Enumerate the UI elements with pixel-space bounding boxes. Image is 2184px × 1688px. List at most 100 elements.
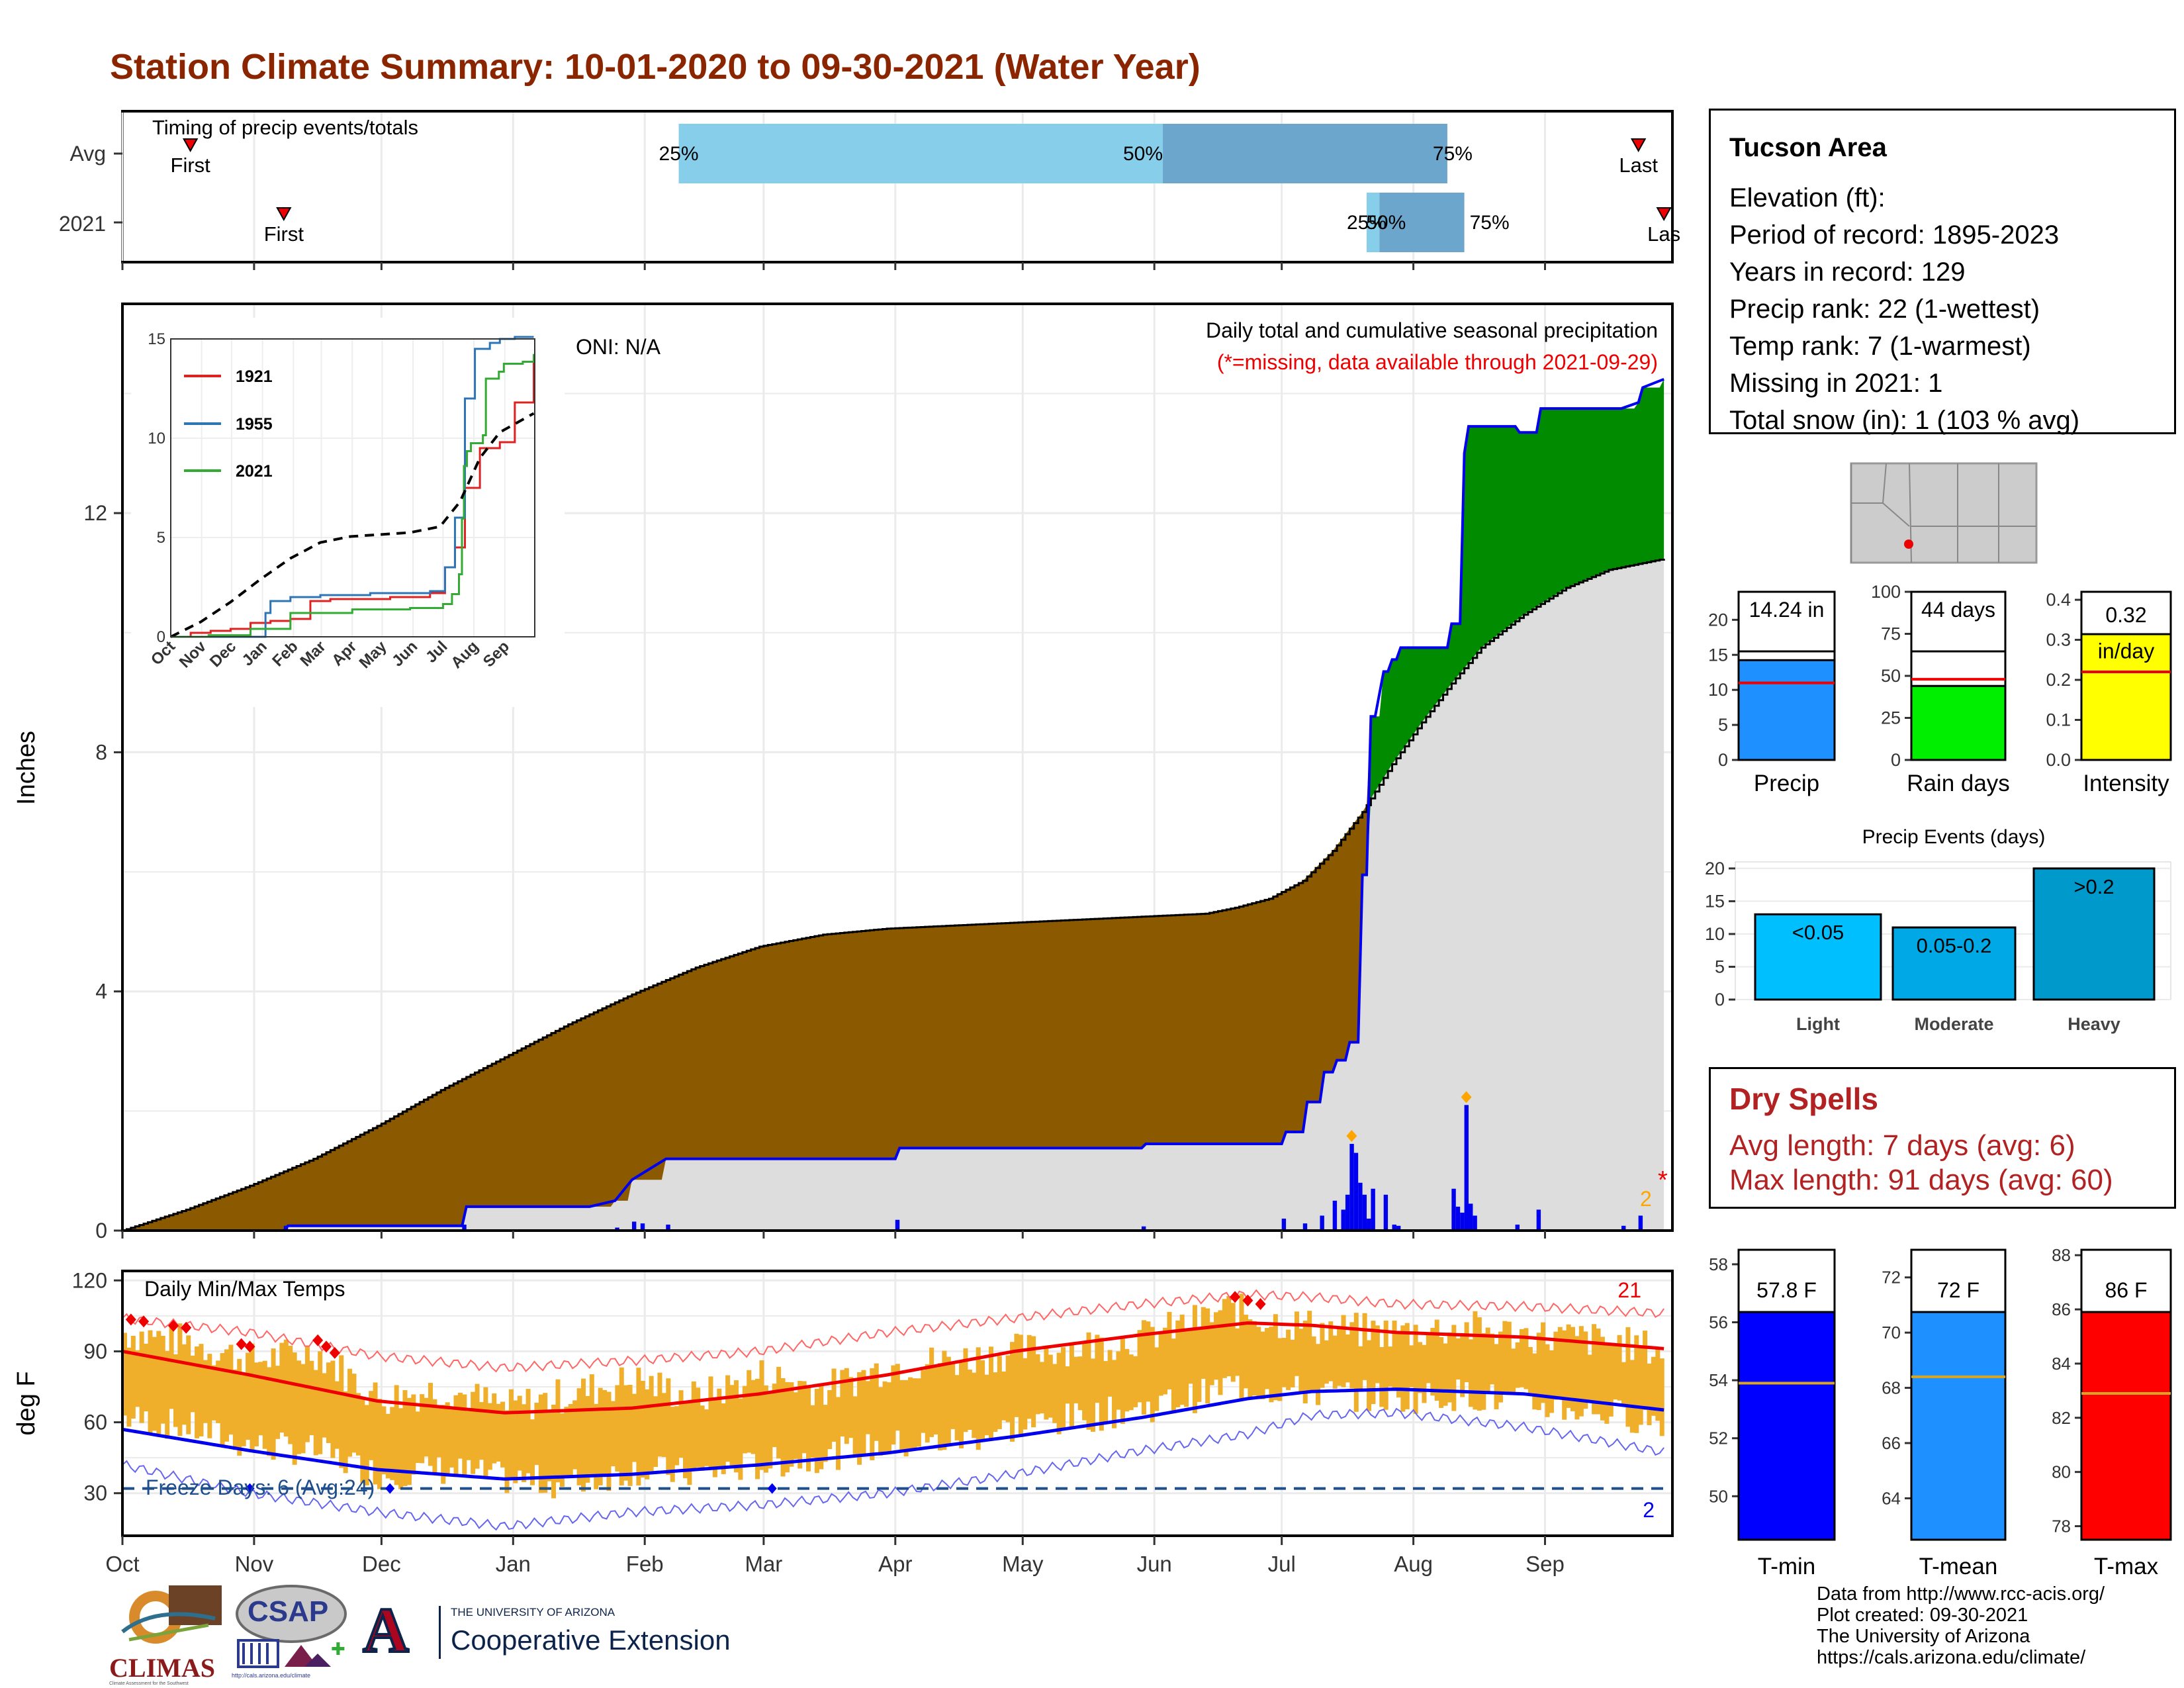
observed-temp-bar	[572, 1400, 578, 1470]
observed-temp-bar	[1367, 1340, 1372, 1411]
observed-temp-bar	[933, 1367, 938, 1435]
observed-temp-bar	[963, 1348, 968, 1432]
observed-temp-bar	[1604, 1344, 1610, 1424]
record-high-marker-icon	[138, 1315, 150, 1328]
observed-temp-bar	[487, 1403, 492, 1470]
events-title: Precip Events (days)	[1862, 826, 2046, 848]
observed-temp-bar	[415, 1411, 420, 1464]
observed-temp-bar	[1218, 1310, 1223, 1395]
observed-temp-bar	[267, 1367, 272, 1456]
observed-temp-bar	[1124, 1348, 1130, 1412]
observed-temp-bar	[1434, 1319, 1439, 1401]
summary-x-label: T-max	[2094, 1554, 2159, 1579]
summary-y-tick-label: 86	[2052, 1299, 2071, 1319]
observed-temp-bar	[1141, 1320, 1146, 1415]
observed-temp-bar	[1001, 1371, 1007, 1421]
ua-small-name: THE UNIVERSITY OF ARIZONA	[451, 1606, 615, 1618]
observed-temp-bar	[1243, 1315, 1248, 1389]
observed-temp-bar	[1290, 1339, 1295, 1387]
map-frame	[1850, 462, 2038, 564]
observed-temp-bar	[1643, 1331, 1648, 1411]
observed-temp-bar	[1014, 1333, 1019, 1417]
summary-y-tick-label: 5	[1718, 715, 1728, 735]
observed-temp-bar	[275, 1366, 281, 1439]
precip-y-axis-title: Inches	[13, 731, 40, 805]
observed-temp-bar	[959, 1362, 964, 1449]
summary-x-label: Precip	[1754, 771, 1819, 796]
daily-precip-bar	[1320, 1215, 1324, 1231]
observed-temp-bar	[1608, 1342, 1614, 1417]
summary-y-tick-label: 25	[1881, 708, 1901, 728]
observed-temp-bar	[1039, 1362, 1044, 1414]
timing-last-label: Last	[1619, 154, 1658, 177]
observed-temp-bar	[1163, 1327, 1168, 1395]
observed-temp-bar	[377, 1399, 383, 1489]
observed-temp-bar	[496, 1403, 501, 1462]
observed-temp-bar	[1269, 1327, 1274, 1403]
observed-temp-bar	[1345, 1334, 1350, 1383]
value-label: 44 days	[1921, 598, 1995, 622]
observed-temp-bar	[449, 1409, 455, 1468]
observed-temp-bar	[534, 1403, 539, 1466]
observed-temp-bar	[1133, 1356, 1138, 1407]
avg-min-line	[122, 1387, 1664, 1481]
observed-temp-bar	[1251, 1321, 1257, 1396]
record-high-marker-icon	[244, 1340, 255, 1353]
observed-temp-bar	[1324, 1340, 1329, 1384]
observed-temp-bar	[466, 1411, 471, 1460]
observed-temp-bar	[1570, 1327, 1576, 1411]
timing-first-marker-icon	[182, 138, 199, 153]
daily-precip-bar	[1473, 1215, 1477, 1231]
summary-y-tick-label: 20	[1708, 610, 1728, 630]
daily-precip-bar	[1302, 1223, 1308, 1231]
observed-temp-bar	[411, 1394, 416, 1475]
summary-x-label: Rain days	[1907, 771, 2010, 796]
observed-temp-bar	[551, 1405, 557, 1499]
observed-temp-bar	[1511, 1348, 1516, 1394]
observed-temp-bar	[1179, 1314, 1185, 1405]
observed-temp-bar	[1473, 1311, 1478, 1410]
temp-panel: 30 60 90 120 Daily Min/Max Temps deg F Free…	[13, 1268, 1674, 1537]
observed-temp-bar	[313, 1370, 318, 1456]
observed-temp-bar	[1184, 1329, 1189, 1407]
observed-temp-bar	[1349, 1322, 1355, 1389]
summary-y-tick-label: 70	[1882, 1323, 1901, 1342]
inset-series-avg	[170, 412, 535, 638]
observed-temp-bar	[1031, 1336, 1036, 1428]
credit-data-source: Data from http://www.rcc-acis.org/	[1817, 1583, 2105, 1605]
observed-temp-bar	[1422, 1344, 1427, 1403]
value-unit-label: in/day	[2098, 639, 2154, 663]
observed-temp-bar	[173, 1354, 179, 1427]
observed-temp-bar	[1214, 1312, 1219, 1380]
temp-y-tick-label: 120	[72, 1268, 107, 1292]
observed-temp-bar	[1625, 1327, 1631, 1427]
observed-temp-bar	[1659, 1358, 1664, 1436]
observed-temp-bar	[500, 1401, 506, 1468]
timing-p25-label: 25%	[1347, 212, 1387, 234]
observed-temp-bar	[207, 1354, 212, 1438]
observed-temp-bar	[1154, 1347, 1160, 1411]
observed-temp-bar	[1362, 1313, 1367, 1380]
summary-y-tick-label: 88	[2052, 1245, 2071, 1265]
observed-temp-bar	[203, 1360, 208, 1423]
summary-y-tick-label: 54	[1709, 1370, 1728, 1390]
summary-y-tick-label: 82	[2052, 1408, 2071, 1428]
observed-temp-bar	[645, 1389, 650, 1479]
observed-temp-bar	[797, 1381, 803, 1469]
observed-temp-bar	[296, 1360, 302, 1454]
daily-precip-bar	[1469, 1203, 1473, 1231]
observed-temp-bar	[733, 1380, 739, 1473]
observed-temp-bar	[988, 1346, 993, 1439]
dry-spells-avg: Avg length: 7 days (avg: 6)	[1729, 1129, 2075, 1162]
observed-temp-bar	[852, 1396, 858, 1458]
observed-temp-bar	[886, 1382, 891, 1454]
month-label-dec: Dec	[362, 1552, 401, 1576]
observed-temp-bar	[220, 1353, 225, 1446]
observed-temp-bar	[441, 1405, 446, 1484]
observed-temp-bar	[759, 1360, 764, 1470]
observed-temp-bar	[402, 1390, 408, 1486]
observed-temp-bar	[1634, 1335, 1639, 1433]
observed-temp-bar	[891, 1365, 896, 1445]
inset-frame-border	[170, 338, 535, 637]
